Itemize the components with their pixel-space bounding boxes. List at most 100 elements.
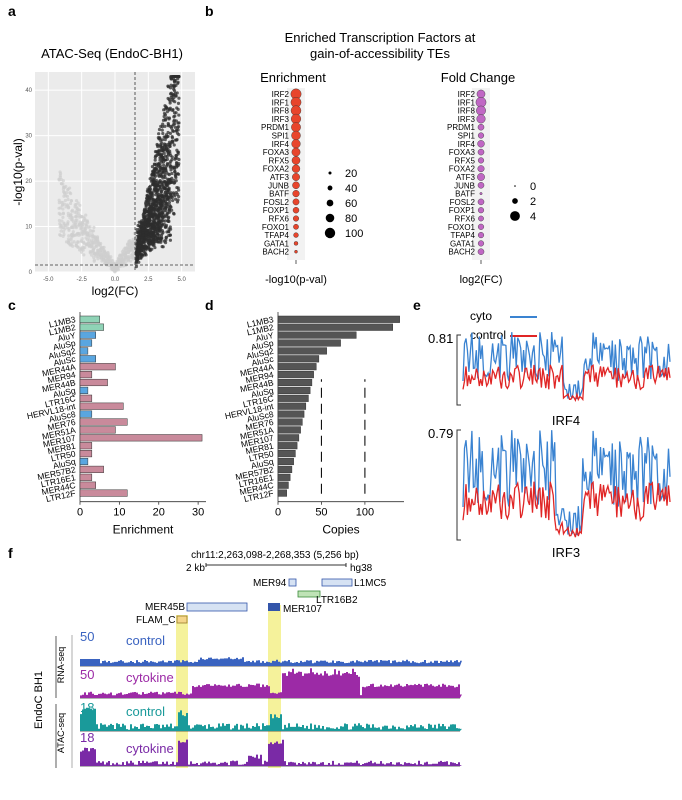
volcano-point [68, 201, 73, 206]
volcano-title: ATAC-Seq (EndoC-BH1) [41, 46, 183, 61]
enrichment-bars-bar [79, 465, 104, 473]
volcano-point-significant [169, 180, 173, 184]
volcano-point-significant [172, 111, 177, 115]
track-atac-control-scale: 18 [80, 700, 94, 715]
volcano-point [96, 248, 100, 252]
volcano-point [61, 225, 65, 230]
volcano-point-significant [172, 78, 176, 82]
volcano-point-significant [159, 124, 163, 128]
volcano-point-significant [170, 155, 174, 159]
enrichment-bars-bar [79, 442, 93, 450]
volcano-point-significant [176, 172, 181, 176]
enrichment-bars-x-tick-label: 20 [153, 507, 165, 519]
enrichment-dot [290, 113, 302, 124]
volcano-point-significant [155, 197, 159, 202]
enrichment-legend-dot [325, 213, 335, 223]
volcano-point-significant [158, 211, 162, 215]
volcano-point-significant [176, 107, 180, 111]
fold-change-legend-dot [512, 198, 518, 204]
volcano-point-significant [138, 244, 142, 248]
enrichment-bars-bar [79, 450, 93, 458]
volcano-point-significant [167, 230, 171, 234]
enrichment-bars-bar [79, 426, 116, 434]
volcano-point-significant [175, 161, 179, 166]
atac-control-signal [80, 707, 462, 731]
volcano-point-significant [135, 238, 140, 242]
fold-change-factor-label: FOXA2 [449, 165, 476, 174]
volcano-point-significant [161, 170, 165, 174]
volcano-point [62, 191, 66, 195]
enrichment-dot [291, 156, 301, 165]
volcano-point-significant [164, 170, 168, 174]
tf-title-line1: Enriched Transcription Factors at [285, 30, 476, 45]
fold-change-factor-label: IRF2 [458, 90, 476, 99]
volcano-point-significant [137, 260, 141, 264]
volcano-point-significant [165, 188, 169, 192]
volcano-point-significant [150, 191, 154, 196]
enrichment-bars-category-label: AluSg [52, 385, 77, 400]
volcano-point-significant [166, 121, 170, 126]
volcano-point-significant [167, 173, 171, 177]
volcano-point [69, 199, 73, 203]
volcano-point-significant [161, 176, 165, 180]
enrichment-dot [293, 232, 299, 238]
copies-bars-bar [277, 378, 313, 387]
volcano-point [59, 200, 63, 204]
volcano-point [98, 248, 102, 252]
fold-change-factor-label: ATF3 [456, 173, 476, 182]
volcano-point-significant [156, 149, 160, 154]
volcano-point-significant [159, 236, 163, 241]
volcano-point-significant [175, 148, 179, 152]
enrichment-bars-bar [79, 339, 93, 347]
volcano-point-significant [166, 219, 170, 223]
enrichment-bars-bar [79, 394, 93, 402]
enrichment-legend-dot [324, 227, 336, 239]
volcano-point-significant [168, 227, 173, 231]
volcano-point [114, 268, 118, 273]
volcano-point [82, 229, 86, 233]
volcano-point [78, 203, 82, 207]
volcano-point [130, 255, 134, 260]
fold-change-dot [477, 240, 485, 247]
volcano-point-significant [163, 117, 167, 122]
volcano-point [61, 211, 65, 215]
volcano-point-significant [159, 190, 163, 194]
copies-bars-bar [277, 434, 300, 442]
volcano-point-significant [151, 237, 156, 241]
volcano-point-significant [149, 230, 153, 234]
enrichment-factor-label: IRF8 [272, 107, 290, 116]
fold-change-title: Fold Change [441, 70, 515, 85]
panel-b-dotplots: Enriched Transcription Factors at gain-o… [260, 30, 536, 286]
volcano-point [112, 261, 116, 266]
volcano-point [97, 242, 101, 247]
fold-change-dot [477, 148, 485, 156]
fold-change-dot [477, 198, 485, 206]
enrichment-factor-label: IRF1 [272, 98, 290, 107]
volcano-point-significant [153, 234, 158, 239]
fold-change-factor-label: TFAP4 [451, 231, 476, 240]
volcano-point-significant [170, 134, 174, 139]
volcano-point [59, 182, 64, 186]
volcano-point [71, 244, 75, 248]
panel-label-d: d [205, 297, 214, 313]
volcano-point [68, 216, 72, 220]
volcano-point-significant [174, 197, 178, 201]
volcano-point-significant [163, 113, 168, 117]
volcano-point [66, 220, 70, 224]
volcano-point-significant [144, 236, 148, 240]
volcano-point-significant [147, 246, 151, 250]
fold-change-legend-dot [510, 211, 520, 221]
volcano-point-significant [155, 142, 159, 147]
volcano-point [70, 208, 75, 212]
fold-change-dot [477, 157, 485, 164]
volcano-ylabel: -log10(p-val) [11, 138, 25, 205]
volcano-point-significant [141, 221, 145, 225]
fold-change-dot [477, 132, 485, 139]
copies-bars-x-tick-label: 50 [315, 507, 327, 519]
enrichment-factor-label: JUNB [268, 181, 289, 190]
volcano-point-significant [163, 104, 167, 108]
fold-change-factor-label: SPI1 [458, 132, 476, 141]
scale-bar [205, 563, 347, 567]
volcano-point-significant [168, 99, 172, 103]
volcano-point-significant [152, 227, 156, 231]
